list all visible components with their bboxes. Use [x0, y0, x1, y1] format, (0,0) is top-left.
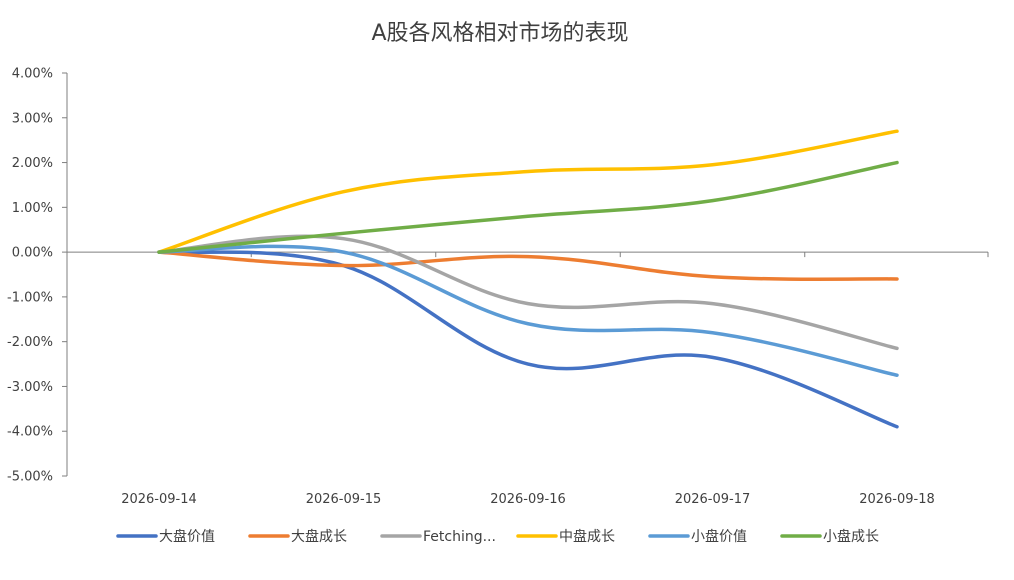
axes: 4.00% 3.00% 2.00% 1.00% 0.00% -1.00% -2.00% -3.…: [7, 67, 989, 507]
y-tick-label: -2.00%: [7, 335, 53, 350]
series-line-2: [157, 234, 899, 351]
legend-entry-5: 小盘成长: [780, 528, 879, 545]
series-line-5: [157, 160, 899, 254]
series-line-3: [157, 129, 899, 254]
legend-label: 大盘价值: [159, 528, 215, 545]
legend-label: 大盘成长: [291, 528, 347, 545]
x-tick-label: 2026-09-18: [859, 492, 935, 507]
series-lines: [157, 129, 899, 429]
chart-title: A股各风格相对市场的表现: [371, 21, 628, 46]
legend-label: 中盘成长: [559, 528, 615, 545]
legend: 大盘价值 大盘成长 Fetching... 中盘成长 小盘价值 小盘成长: [116, 528, 879, 545]
y-tick-label: -4.00%: [7, 425, 53, 440]
x-tick-label: 2026-09-14: [121, 492, 197, 507]
series-line-0: [157, 250, 899, 429]
y-tick-label: 3.00%: [12, 111, 53, 126]
y-tick-label: 4.00%: [12, 67, 53, 82]
y-tick-label: 0.00%: [12, 246, 53, 261]
y-tick-label: -3.00%: [7, 380, 53, 395]
x-tick-label: 2026-09-16: [490, 492, 566, 507]
legend-label: 小盘成长: [823, 528, 879, 545]
legend-label: 小盘价值: [691, 528, 747, 545]
series-line-1: [157, 250, 899, 281]
legend-entry-3: 中盘成长: [516, 528, 615, 545]
legend-entry-0: 大盘价值: [116, 528, 215, 545]
x-tick-label: 2026-09-15: [306, 492, 382, 507]
legend-entry-2: Fetching...: [380, 529, 496, 545]
x-tick-label: 2026-09-17: [675, 492, 751, 507]
y-tick-label: -5.00%: [7, 470, 53, 485]
series-line-4: [157, 244, 899, 377]
legend-entry-4: 小盘价值: [648, 528, 747, 545]
y-tick-label: 2.00%: [12, 156, 53, 171]
legend-label: Fetching...: [423, 529, 496, 545]
legend-entry-1: 大盘成长: [248, 528, 347, 545]
y-tick-label: 1.00%: [12, 201, 53, 216]
y-tick-label: -1.00%: [7, 290, 53, 305]
